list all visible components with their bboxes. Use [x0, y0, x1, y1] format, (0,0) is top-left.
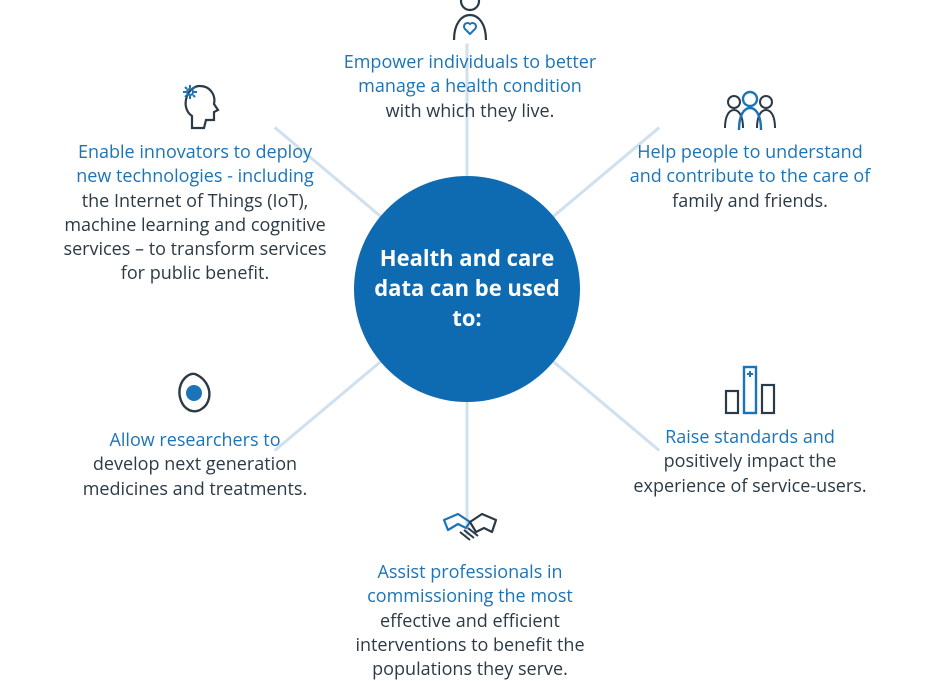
handshake-icon — [315, 510, 625, 550]
text-line: experience of service-users. — [605, 474, 895, 498]
text-line: populations they serve. — [315, 657, 625, 681]
head-gear-icon — [40, 80, 350, 130]
node-text: Raise standards and positively impact th… — [605, 425, 895, 498]
node-text: Enable innovators to deploy new technolo… — [40, 140, 350, 286]
research-cell-icon — [55, 370, 335, 418]
node-text: Assist professionals in commissioning th… — [315, 560, 625, 681]
text-line: effective and efficient — [315, 609, 625, 633]
people-group-icon — [605, 90, 895, 130]
text-line: machine learning and cognitive — [40, 213, 350, 237]
node-professionals: Assist professionals in commissioning th… — [315, 510, 625, 681]
person-heart-icon — [320, 0, 620, 40]
text-line: for public benefit. — [40, 261, 350, 285]
text-line: with which they live. — [320, 99, 620, 123]
node-text: Help people to understand and contribute… — [605, 140, 895, 213]
text-line: Enable innovators to deploy — [40, 140, 350, 164]
bar-chart-icon — [605, 365, 895, 415]
text-line: and contribute to the care of — [605, 164, 895, 188]
text-line: develop next generation — [55, 452, 335, 476]
text-line: new technologies - including — [40, 164, 350, 188]
node-family: Help people to understand and contribute… — [605, 90, 895, 213]
text-line: Empower individuals to better — [320, 50, 620, 74]
hub-text: Health and care data can be used to: — [374, 244, 560, 333]
text-line: Assist professionals in — [315, 560, 625, 584]
text-line: positively impact the — [605, 449, 895, 473]
text-line: Help people to understand — [605, 140, 895, 164]
text-line: medicines and treatments. — [55, 477, 335, 501]
node-standards: Raise standards and positively impact th… — [605, 365, 895, 498]
hub-circle: Health and care data can be used to: — [354, 176, 580, 402]
text-line: manage a health condition — [320, 74, 620, 98]
node-researchers: Allow researchers to develop next genera… — [55, 370, 335, 501]
text-line: commissioning the most — [315, 584, 625, 608]
node-text: Allow researchers to develop next genera… — [55, 428, 335, 501]
node-text: Empower individuals to better manage a h… — [320, 50, 620, 123]
text-line: services – to transform services — [40, 237, 350, 261]
text-line: family and friends. — [605, 189, 895, 213]
text-line: Raise standards and — [605, 425, 895, 449]
node-innovators: Enable innovators to deploy new technolo… — [40, 80, 350, 286]
infographic-stage: Health and care data can be used to: Emp… — [0, 0, 948, 675]
text-line: interventions to benefit the — [315, 633, 625, 657]
node-empower: Empower individuals to better manage a h… — [320, 0, 620, 123]
text-line: the Internet of Things (IoT), — [40, 189, 350, 213]
text-line: Allow researchers to — [55, 428, 335, 452]
